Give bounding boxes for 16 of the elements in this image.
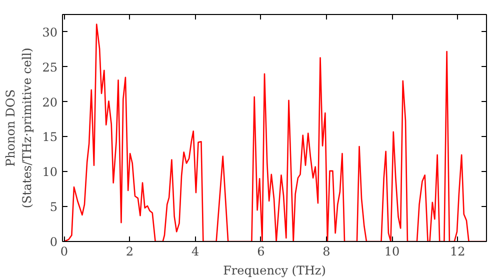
x-tick-label: 10 (384, 244, 400, 258)
y-tick-label: 20 (42, 95, 58, 110)
x-tick-label: 8 (322, 244, 330, 258)
y-tick-label: 25 (42, 60, 58, 74)
y-tick-label: 5 (50, 200, 58, 214)
y-tick-label: 0 (50, 235, 58, 249)
x-axis-title: Frequency (THz) (223, 264, 326, 278)
x-tick-label: 12 (450, 244, 466, 258)
y-tick-label: 15 (42, 130, 58, 144)
y-axis-title: Phonon DOS (States/THz·primitive cell) (3, 48, 34, 208)
y-tick-label: 30 (42, 25, 58, 40)
x-tick-label: 6 (257, 244, 265, 258)
x-tick-label: 4 (191, 244, 200, 258)
y-tick-label: 10 (42, 165, 58, 180)
x-tick-label: 2 (126, 244, 134, 258)
x-tick-label: 0 (60, 244, 68, 258)
